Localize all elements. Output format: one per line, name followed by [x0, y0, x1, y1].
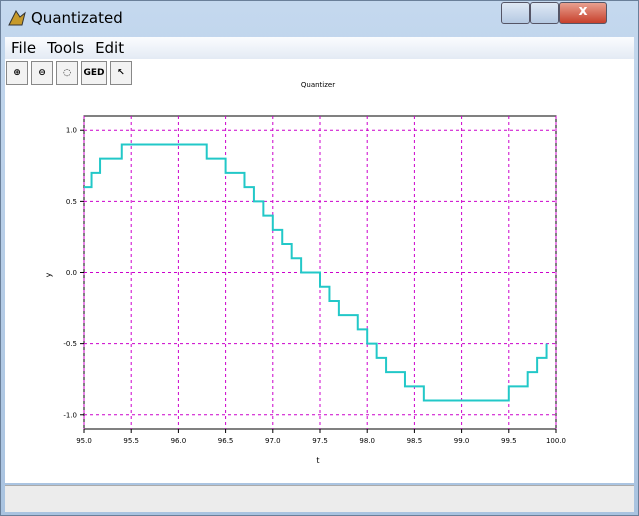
x-tick-label: 96.5 [218, 437, 234, 445]
zoom-in-button[interactable]: ⊕ [6, 61, 28, 85]
menu-item[interactable]: File [11, 39, 37, 57]
maximize-button[interactable] [530, 2, 559, 24]
y-tick-label: 0.5 [66, 198, 77, 206]
x-tick-label: 99.0 [454, 437, 470, 445]
graphics-canvas: ⊕ ⊖ ◌ GED ↖ Quantizer t y 95.0 95.5 96.0 96… [5, 59, 634, 483]
status-bar [5, 485, 634, 512]
rotate-button[interactable]: ◌ [56, 61, 78, 85]
x-tick-label: 99.5 [501, 437, 517, 445]
x-tick-label: 96.0 [171, 437, 187, 445]
y-tick-label: 1.0 [66, 127, 77, 135]
ged-button[interactable]: GED [81, 61, 107, 85]
x-tick-label: 100.0 [546, 437, 566, 445]
y-tick-label: -0.5 [63, 340, 77, 348]
select-button[interactable]: ↖ [110, 61, 132, 85]
x-tick-label: 98.5 [407, 437, 423, 445]
step-line [84, 143, 548, 402]
x-axis-label: t [316, 456, 319, 465]
close-button[interactable]: x [559, 2, 607, 24]
x-tick-label: 97.5 [312, 437, 328, 445]
x-tick-label: 98.0 [359, 437, 375, 445]
menu-item[interactable]: Tools [47, 39, 85, 57]
menu-item[interactable]: Edit [95, 39, 125, 57]
y-tick-label: 0.0 [66, 269, 77, 277]
app-icon [8, 10, 26, 26]
title-bar: Quantizated x [1, 1, 638, 35]
x-tick-label: 97.0 [265, 437, 281, 445]
minimize-button[interactable] [501, 2, 530, 24]
chart-title: Quantizer [301, 81, 335, 89]
y-tick-label: -1.0 [63, 411, 77, 419]
chart: Quantizer t y 95.0 95.5 96.0 96.5 97.0 97.5 98… [44, 81, 566, 465]
window-title: Quantizated [31, 9, 123, 27]
menu-bar: File Tools Edit [5, 37, 634, 59]
x-tick-label: 95.0 [76, 437, 92, 445]
y-axis-label: y [44, 272, 53, 277]
x-tick-label: 95.5 [123, 437, 139, 445]
zoom-out-button[interactable]: ⊖ [31, 61, 53, 85]
